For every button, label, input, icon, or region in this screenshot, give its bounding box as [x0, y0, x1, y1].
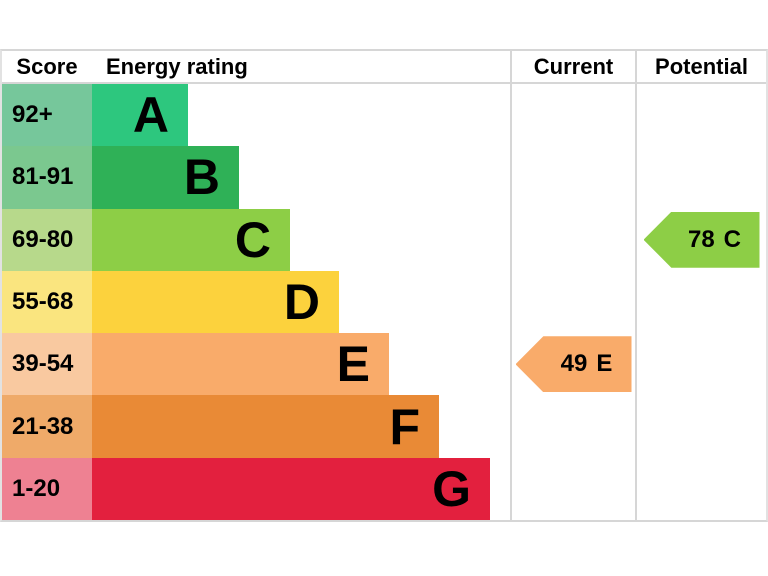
- potential-cell: [635, 84, 766, 147]
- rating-bar-track: C: [92, 208, 510, 271]
- table-body: 92+ A 81-91 B 69-80 C: [2, 84, 766, 520]
- rating-bar-d: D: [92, 270, 339, 334]
- potential-cell: [635, 457, 766, 520]
- score-range-label: 69-80: [2, 208, 92, 271]
- table-header-row: Score Energy rating Current Potential: [2, 51, 766, 84]
- current-score-value: 49: [560, 350, 588, 378]
- current-cell: [510, 84, 635, 147]
- rating-bar-e: E: [92, 333, 389, 396]
- rating-bar-a: A: [92, 84, 188, 147]
- potential-cell: [635, 395, 766, 458]
- rating-row-a: 92+ A: [2, 84, 766, 147]
- rating-row-f: 21-38 F: [2, 395, 766, 458]
- score-column-header: Score: [16, 53, 78, 79]
- rating-bar-f: F: [92, 395, 439, 458]
- rating-bar-track: D: [92, 270, 510, 334]
- potential-rating-letter: C: [723, 225, 742, 253]
- potential-score-value: 78: [687, 225, 715, 253]
- score-range-label: 81-91: [2, 146, 92, 209]
- current-cell: [510, 457, 635, 520]
- rating-row-e: 39-54 E 49 E: [2, 333, 766, 396]
- current-rating-arrow: 49 E: [515, 336, 632, 393]
- potential-cell: 78 C: [635, 208, 766, 271]
- current-column-header: Current: [510, 51, 635, 82]
- score-range-label: 1-20: [2, 457, 92, 520]
- rating-row-g: 1-20 G: [2, 457, 766, 520]
- potential-cell: [635, 333, 766, 396]
- current-rating-letter: E: [596, 350, 613, 378]
- rating-bar-track: A: [92, 84, 510, 147]
- rating-bar-b: B: [92, 146, 239, 209]
- energy-rating-column-header: Energy rating: [106, 53, 248, 79]
- rating-bar-track: G: [92, 457, 510, 520]
- score-range-label: 55-68: [2, 270, 92, 334]
- score-range-label: 92+: [2, 84, 92, 147]
- potential-cell: [635, 270, 766, 334]
- current-cell: [510, 146, 635, 209]
- epc-table: Score Energy rating Current Potential 92…: [0, 49, 768, 522]
- rating-bar-track: F: [92, 395, 510, 458]
- current-cell: [510, 208, 635, 271]
- current-cell: 49 E: [510, 333, 635, 396]
- score-range-label: 21-38: [2, 395, 92, 458]
- rating-bar-g: G: [92, 457, 490, 520]
- rating-row-c: 69-80 C 78 C: [2, 208, 766, 271]
- current-cell: [510, 270, 635, 334]
- score-range-label: 39-54: [2, 333, 92, 396]
- potential-column-header: Potential: [635, 51, 766, 82]
- current-cell: [510, 395, 635, 458]
- rating-bar-track: E: [92, 333, 510, 396]
- potential-rating-arrow: 78 C: [643, 211, 760, 268]
- rating-bar-track: B: [92, 146, 510, 209]
- potential-cell: [635, 146, 766, 209]
- rating-bar-c: C: [92, 208, 290, 271]
- rating-row-d: 55-68 D: [2, 270, 766, 334]
- rating-row-b: 81-91 B: [2, 146, 766, 209]
